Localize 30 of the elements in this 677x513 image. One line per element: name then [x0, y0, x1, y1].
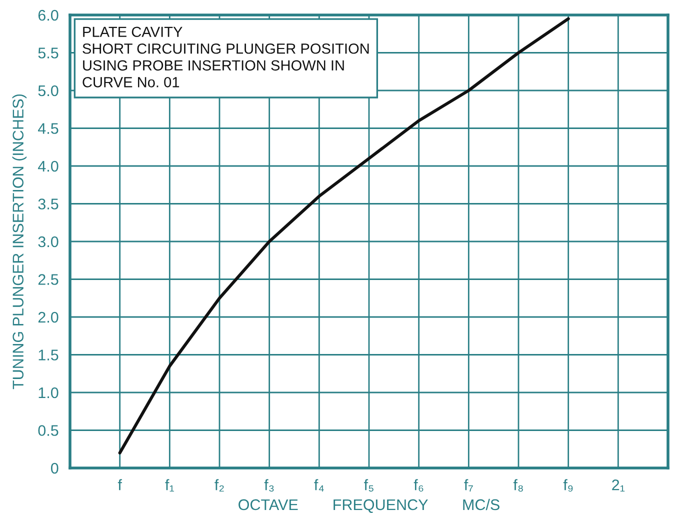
x-tick-label: f₉: [563, 479, 573, 492]
y-axis-title: TUNING PLUNGER INSERTION (INCHES): [12, 94, 27, 390]
x-tick-label: f₆: [414, 479, 424, 492]
x-tick-label: f₄: [314, 479, 324, 492]
x-tick-label: f₃: [264, 479, 274, 492]
x-tick-label: f₅: [364, 479, 374, 492]
x-axis-title: OCTAVE FREQUENCY MC/S: [238, 498, 500, 513]
annotation: SHORT CIRCUITING PLUNGER POSITION: [82, 43, 369, 54]
y-tick-label: 1.0: [38, 387, 58, 398]
annotation: CURVE No. 01: [82, 77, 180, 88]
x-tick-label: f₁: [165, 479, 174, 492]
x-tick-label: 2₁: [612, 480, 625, 492]
y-tick-label: 5.0: [38, 85, 58, 96]
x-tick-label: f: [118, 479, 122, 490]
y-tick-label: 3.0: [38, 236, 58, 248]
y-tick-label: 2.5: [38, 274, 58, 285]
annotation: USING PROBE INSERTION SHOWN IN: [83, 60, 344, 71]
y-tick-label: 3.5: [38, 198, 58, 210]
y-tick-label: 4.0: [38, 160, 58, 172]
y-tick-label: 5.5: [38, 48, 58, 58]
x-tick-label: f₂: [214, 479, 224, 492]
x-tick-label: f₇: [464, 479, 473, 492]
y-tick-label: 0: [50, 462, 58, 474]
x-tick-label: f₈: [513, 479, 523, 492]
annotation: PLATE CAVITY: [83, 26, 182, 38]
y-tick-label: 1.5: [38, 350, 58, 360]
y-tick-label: 4.5: [38, 123, 58, 134]
y-tick-label: 2.0: [38, 312, 58, 323]
y-tick-label: 0.5: [38, 425, 58, 436]
y-tick-label: 6.0: [38, 10, 58, 21]
